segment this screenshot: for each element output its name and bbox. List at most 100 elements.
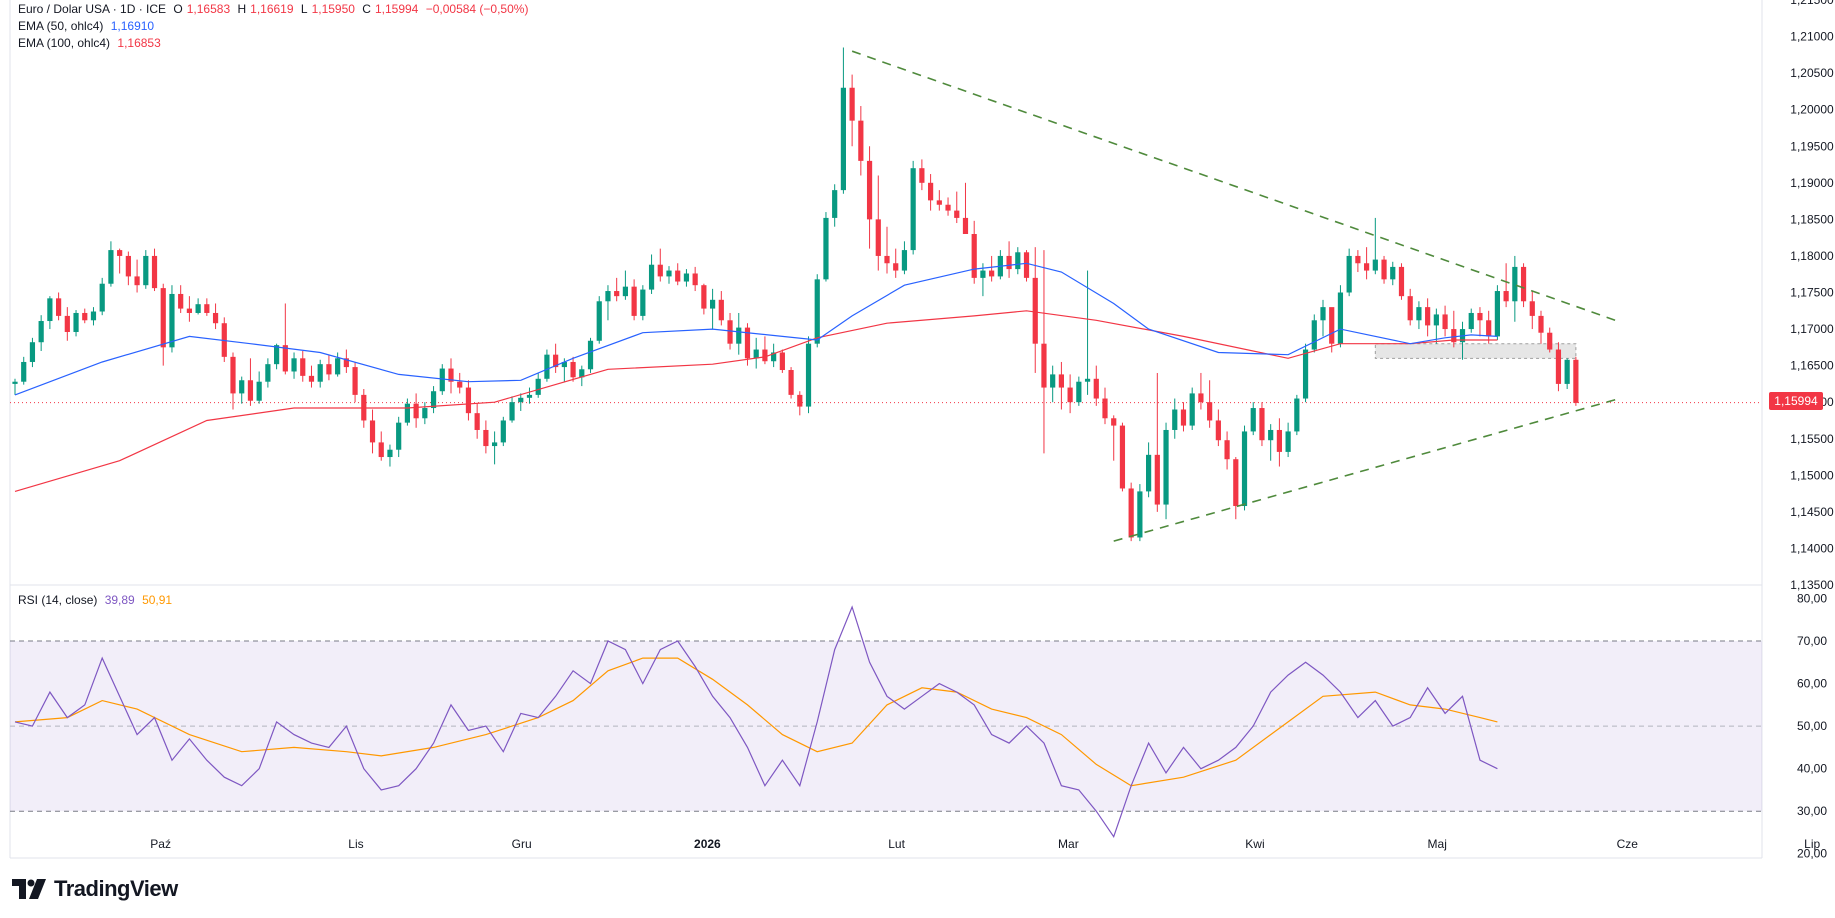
candle-body: [1180, 409, 1187, 426]
candle-body: [814, 279, 820, 344]
candle-body: [500, 420, 506, 443]
candle-body: [858, 120, 864, 161]
price-tick-label: 1,18500: [1790, 212, 1834, 226]
candle-body: [884, 255, 890, 264]
candle-body: [178, 293, 184, 309]
open-value: O 1,16583: [173, 2, 231, 16]
rsi-label: RSI (14, close): [18, 593, 98, 607]
candle-body: [29, 342, 36, 362]
ema50-label: EMA (50, ohlc4): [18, 19, 104, 33]
candle-body: [1381, 259, 1387, 280]
candle-body: [439, 368, 445, 392]
candle-body: [335, 358, 341, 375]
candle-body: [553, 354, 559, 368]
candle-body: [1102, 398, 1108, 419]
candle-body: [518, 397, 524, 403]
candle-body: [1023, 252, 1030, 278]
supply-zone: [1374, 343, 1577, 359]
candle-body: [1250, 408, 1256, 432]
candle-body: [1512, 266, 1518, 302]
symbol-label: Euro / Dolar USA · 1D · ICE: [18, 2, 167, 16]
candle-body: [788, 370, 794, 395]
candle-body: [1058, 374, 1064, 388]
candle-body: [396, 422, 402, 450]
candle-body: [1093, 378, 1099, 399]
candle-body: [160, 288, 166, 348]
candle-body: [117, 250, 123, 256]
ema50-value: 1,16910: [110, 19, 155, 33]
rsi-tick-label: 70,00: [1797, 634, 1827, 648]
candle-body: [622, 286, 628, 297]
time-tick-label: Lis: [348, 837, 363, 851]
candle-body: [1442, 314, 1448, 330]
candle-body: [230, 356, 236, 394]
candle-body: [465, 387, 472, 414]
price-tick-label: 1,20500: [1790, 66, 1834, 80]
candle-body: [1268, 429, 1274, 441]
candle-body: [47, 298, 53, 322]
rsi-ma-line: [14, 657, 1498, 787]
candle-body: [1207, 402, 1213, 421]
candle-body: [710, 299, 716, 309]
candle-body: [134, 276, 140, 286]
candle-body: [1451, 329, 1457, 343]
time-tick-label: Maj: [1428, 837, 1447, 851]
candle-body: [1119, 425, 1126, 489]
price-tick-label: 1,14500: [1790, 505, 1834, 519]
candle-body: [544, 354, 550, 379]
candle-body: [1032, 277, 1038, 344]
candle-body: [1320, 307, 1326, 321]
candle-body: [605, 291, 611, 302]
candle-body: [169, 293, 175, 348]
candle-body: [343, 358, 349, 368]
candle-body: [1259, 408, 1265, 441]
price-tick-label: 1,19000: [1790, 176, 1834, 190]
price-tick-label: 1,17000: [1790, 322, 1834, 336]
candle-body: [579, 369, 585, 378]
candle-body: [56, 298, 62, 316]
candle-body: [1233, 459, 1239, 507]
time-tick-label: Gru: [512, 837, 532, 851]
candle-body: [1276, 429, 1282, 452]
candle-body: [369, 420, 376, 443]
candle-body: [928, 182, 934, 201]
candle-body: [1241, 431, 1248, 507]
candle-body: [1355, 255, 1361, 264]
candle-body: [1006, 255, 1012, 270]
candle-body: [12, 381, 18, 384]
candle-body: [352, 367, 358, 395]
candle-body: [430, 391, 437, 409]
candle-body: [64, 315, 70, 332]
candle-body: [282, 345, 288, 372]
time-tick-label: 2026: [694, 837, 721, 851]
candle-body: [893, 263, 899, 271]
candle-body: [849, 87, 855, 121]
tradingview-logo[interactable]: TradingView: [12, 876, 178, 902]
candle-body: [1015, 252, 1021, 270]
candle-body: [1137, 491, 1143, 538]
candle-body: [875, 219, 881, 256]
candle-body: [1538, 315, 1544, 333]
candle-body: [718, 299, 724, 321]
ema50-line: [14, 262, 1498, 396]
candle-body: [483, 429, 489, 447]
candle-body: [945, 204, 951, 211]
candle-body: [954, 210, 960, 218]
candle-body: [413, 403, 419, 419]
candle-body: [448, 368, 454, 382]
candle-body: [971, 234, 977, 278]
low-value: L 1,15950: [300, 2, 355, 16]
price-tick-label: 1,16500: [1790, 359, 1834, 373]
candle-body: [1416, 307, 1422, 321]
time-tick-label: Mar: [1058, 837, 1079, 851]
ema50-legend: EMA (50, ohlc4) 1,16910: [18, 18, 158, 34]
candle-body: [90, 311, 97, 321]
candle-body: [1041, 343, 1047, 388]
candle-body: [1285, 431, 1291, 452]
candle-body: [1503, 291, 1509, 302]
rsi-legend: RSI (14, close) 39,89 50,91: [18, 592, 176, 608]
candle-body: [1390, 266, 1396, 280]
candle-body: [989, 270, 995, 277]
time-tick-label: Paź: [150, 837, 171, 851]
